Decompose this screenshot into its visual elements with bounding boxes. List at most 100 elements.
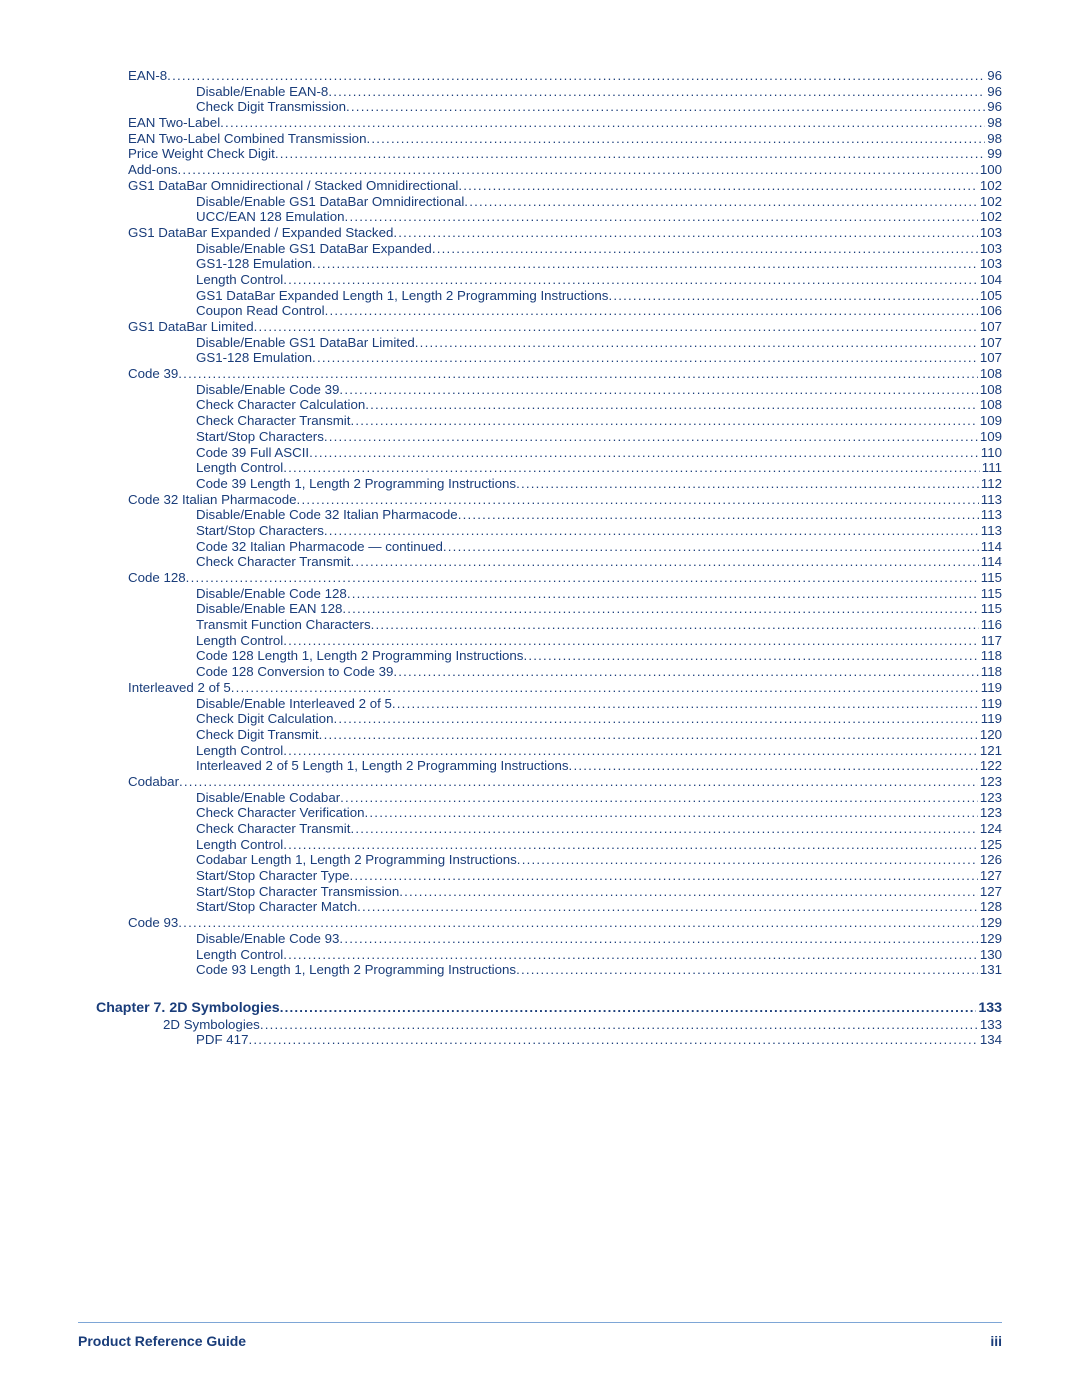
toc-leader-dots bbox=[517, 852, 978, 868]
toc-entry[interactable]: GS1 DataBar Expanded Length 1, Length 2 … bbox=[78, 288, 1002, 304]
toc-entry[interactable]: EAN Two-Label Combined Transmission 98 bbox=[78, 131, 1002, 147]
toc-leader-dots bbox=[458, 178, 977, 194]
toc-leader-dots bbox=[523, 648, 978, 664]
toc-entry[interactable]: Price Weight Check Digit 99 bbox=[78, 146, 1002, 162]
toc-leader-dots bbox=[325, 303, 978, 319]
toc-entry[interactable]: GS1-128 Emulation 107 bbox=[78, 350, 1002, 366]
toc-entry[interactable]: GS1 DataBar Expanded / Expanded Stacked … bbox=[78, 225, 1002, 241]
toc-entry[interactable]: GS1-128 Emulation 103 bbox=[78, 256, 1002, 272]
toc-entry[interactable]: Disable/Enable GS1 DataBar Limited 107 bbox=[78, 335, 1002, 351]
toc-leader-dots bbox=[346, 99, 985, 115]
toc-entry[interactable]: Check Digit Transmission 96 bbox=[78, 99, 1002, 115]
toc-entry[interactable]: 2D Symbologies 133 bbox=[78, 1017, 1002, 1033]
toc-entry[interactable]: Transmit Function Characters 116 bbox=[78, 617, 1002, 633]
toc-leader-dots bbox=[350, 413, 977, 429]
toc-entry[interactable]: Add-ons 100 bbox=[78, 162, 1002, 178]
toc-entry[interactable]: Disable/Enable GS1 DataBar Expanded 103 bbox=[78, 241, 1002, 257]
toc-entry[interactable]: Disable/Enable EAN 128 115 bbox=[78, 601, 1002, 617]
toc-entry[interactable]: Code 93 Length 1, Length 2 Programming I… bbox=[78, 962, 1002, 978]
toc-entry[interactable]: Check Character Transmit 109 bbox=[78, 413, 1002, 429]
toc-entry[interactable]: GS1 DataBar Limited 107 bbox=[78, 319, 1002, 335]
toc-entry[interactable]: EAN Two-Label 98 bbox=[78, 115, 1002, 131]
toc-entry-title: Coupon Read Control bbox=[196, 303, 325, 319]
toc-entry-page: 112 bbox=[979, 476, 1002, 492]
toc-entry[interactable]: Check Character Transmit 114 bbox=[78, 554, 1002, 570]
toc-leader-dots bbox=[275, 146, 985, 162]
toc-entry[interactable]: Disable/Enable Interleaved 2 of 5 119 bbox=[78, 696, 1002, 712]
toc-leader-dots bbox=[283, 272, 978, 288]
toc-entry[interactable]: Codabar 123 bbox=[78, 774, 1002, 790]
toc-entry[interactable]: Check Character Calculation 108 bbox=[78, 397, 1002, 413]
toc-entry-page: 103 bbox=[978, 225, 1002, 241]
toc-entry[interactable]: Interleaved 2 of 5 Length 1, Length 2 Pr… bbox=[78, 758, 1002, 774]
toc-entry-page: 130 bbox=[978, 947, 1002, 963]
toc-leader-dots bbox=[319, 727, 978, 743]
toc-entry[interactable]: Length Control 117 bbox=[78, 633, 1002, 649]
toc-leader-dots bbox=[458, 507, 979, 523]
toc-entry[interactable]: Coupon Read Control 106 bbox=[78, 303, 1002, 319]
toc-entry[interactable]: Code 32 Italian Pharmacode 113 bbox=[78, 492, 1002, 508]
toc-entry[interactable]: Codabar Length 1, Length 2 Programming I… bbox=[78, 852, 1002, 868]
toc-entry-title: Check Digit Transmission bbox=[196, 99, 346, 115]
toc-entry[interactable]: Code 93 129 bbox=[78, 915, 1002, 931]
toc-entry[interactable]: Start/Stop Characters 113 bbox=[78, 523, 1002, 539]
toc-entry[interactable]: GS1 DataBar Omnidirectional / Stacked Om… bbox=[78, 178, 1002, 194]
toc-entry[interactable]: Check Digit Calculation 119 bbox=[78, 711, 1002, 727]
toc-entry-page: 131 bbox=[978, 962, 1002, 978]
toc-entry-page: 100 bbox=[978, 162, 1002, 178]
toc-entry[interactable]: Code 39 Length 1, Length 2 Programming I… bbox=[78, 476, 1002, 492]
toc-entry[interactable]: UCC/EAN 128 Emulation 102 bbox=[78, 209, 1002, 225]
toc-entry[interactable]: Disable/Enable Code 93 129 bbox=[78, 931, 1002, 947]
toc-entry[interactable]: Disable/Enable Code 32 Italian Pharmacod… bbox=[78, 507, 1002, 523]
toc-entry[interactable]: EAN-8 96 bbox=[78, 68, 1002, 84]
toc-entry[interactable]: Code 128 115 bbox=[78, 570, 1002, 586]
toc-entry[interactable]: Interleaved 2 of 5 119 bbox=[78, 680, 1002, 696]
toc-leader-dots bbox=[178, 915, 978, 931]
toc-entry-title: Code 128 Length 1, Length 2 Programming … bbox=[196, 648, 523, 664]
toc-entry[interactable]: Code 128 Length 1, Length 2 Programming … bbox=[78, 648, 1002, 664]
toc-entry[interactable]: Start/Stop Character Transmission 127 bbox=[78, 884, 1002, 900]
toc-entry[interactable]: Code 128 Conversion to Code 39 118 bbox=[78, 664, 1002, 680]
toc-entry-page: 119 bbox=[979, 696, 1002, 712]
toc-entry-page: 108 bbox=[978, 397, 1002, 413]
toc-entry-page: 118 bbox=[979, 648, 1002, 664]
toc-entry[interactable]: PDF 417 134 bbox=[78, 1032, 1002, 1048]
toc-chapter-heading[interactable]: Chapter 7. 2D Symbologies 133 bbox=[78, 1000, 1002, 1017]
toc-entry-page: 107 bbox=[978, 335, 1002, 351]
toc-entry-page: 117 bbox=[979, 633, 1002, 649]
toc-entry[interactable]: Length Control 130 bbox=[78, 947, 1002, 963]
toc-entry[interactable]: Length Control 121 bbox=[78, 743, 1002, 759]
toc-leader-dots bbox=[339, 931, 977, 947]
toc-entry-page: 107 bbox=[978, 319, 1002, 335]
toc-leader-dots bbox=[254, 319, 978, 335]
toc-entry[interactable]: Code 39 Full ASCII 110 bbox=[78, 445, 1002, 461]
toc-entry-title: Code 128 bbox=[128, 570, 186, 586]
toc-entry-page: 133 bbox=[978, 1017, 1002, 1033]
toc-entry[interactable]: Start/Stop Characters 109 bbox=[78, 429, 1002, 445]
toc-leader-dots bbox=[464, 194, 978, 210]
toc-entry[interactable]: Length Control 125 bbox=[78, 837, 1002, 853]
toc-entry[interactable]: Check Character Transmit 124 bbox=[78, 821, 1002, 837]
toc-entry-title: GS1-128 Emulation bbox=[196, 350, 312, 366]
toc-entry[interactable]: Disable/Enable Codabar 123 bbox=[78, 790, 1002, 806]
toc-entry[interactable]: Check Digit Transmit 120 bbox=[78, 727, 1002, 743]
toc-entry-page: 105 bbox=[978, 288, 1002, 304]
toc-entry[interactable]: Length Control 111 bbox=[78, 460, 1002, 476]
toc-entry[interactable]: Check Character Verification 123 bbox=[78, 805, 1002, 821]
toc-entry-page: 115 bbox=[979, 586, 1002, 602]
toc-entry[interactable]: Code 32 Italian Pharmacode — continued 1… bbox=[78, 539, 1002, 555]
toc-entry[interactable]: Disable/Enable EAN-8 96 bbox=[78, 84, 1002, 100]
toc-leader-dots bbox=[569, 758, 978, 774]
toc-entry-page: 98 bbox=[985, 131, 1002, 147]
toc-entry[interactable]: Disable/Enable Code 39 108 bbox=[78, 382, 1002, 398]
toc-leader-dots bbox=[443, 539, 979, 555]
toc-entry[interactable]: Disable/Enable Code 128 115 bbox=[78, 586, 1002, 602]
toc-entry[interactable]: Disable/Enable GS1 DataBar Omnidirection… bbox=[78, 194, 1002, 210]
toc-entry[interactable]: Code 39 108 bbox=[78, 366, 1002, 382]
toc-leader-dots bbox=[231, 680, 979, 696]
toc-entry[interactable]: Start/Stop Character Match 128 bbox=[78, 899, 1002, 915]
toc-entry[interactable]: Length Control 104 bbox=[78, 272, 1002, 288]
toc-entry-title: EAN Two-Label Combined Transmission bbox=[128, 131, 366, 147]
toc-entry-page: 127 bbox=[978, 868, 1002, 884]
toc-entry[interactable]: Start/Stop Character Type 127 bbox=[78, 868, 1002, 884]
